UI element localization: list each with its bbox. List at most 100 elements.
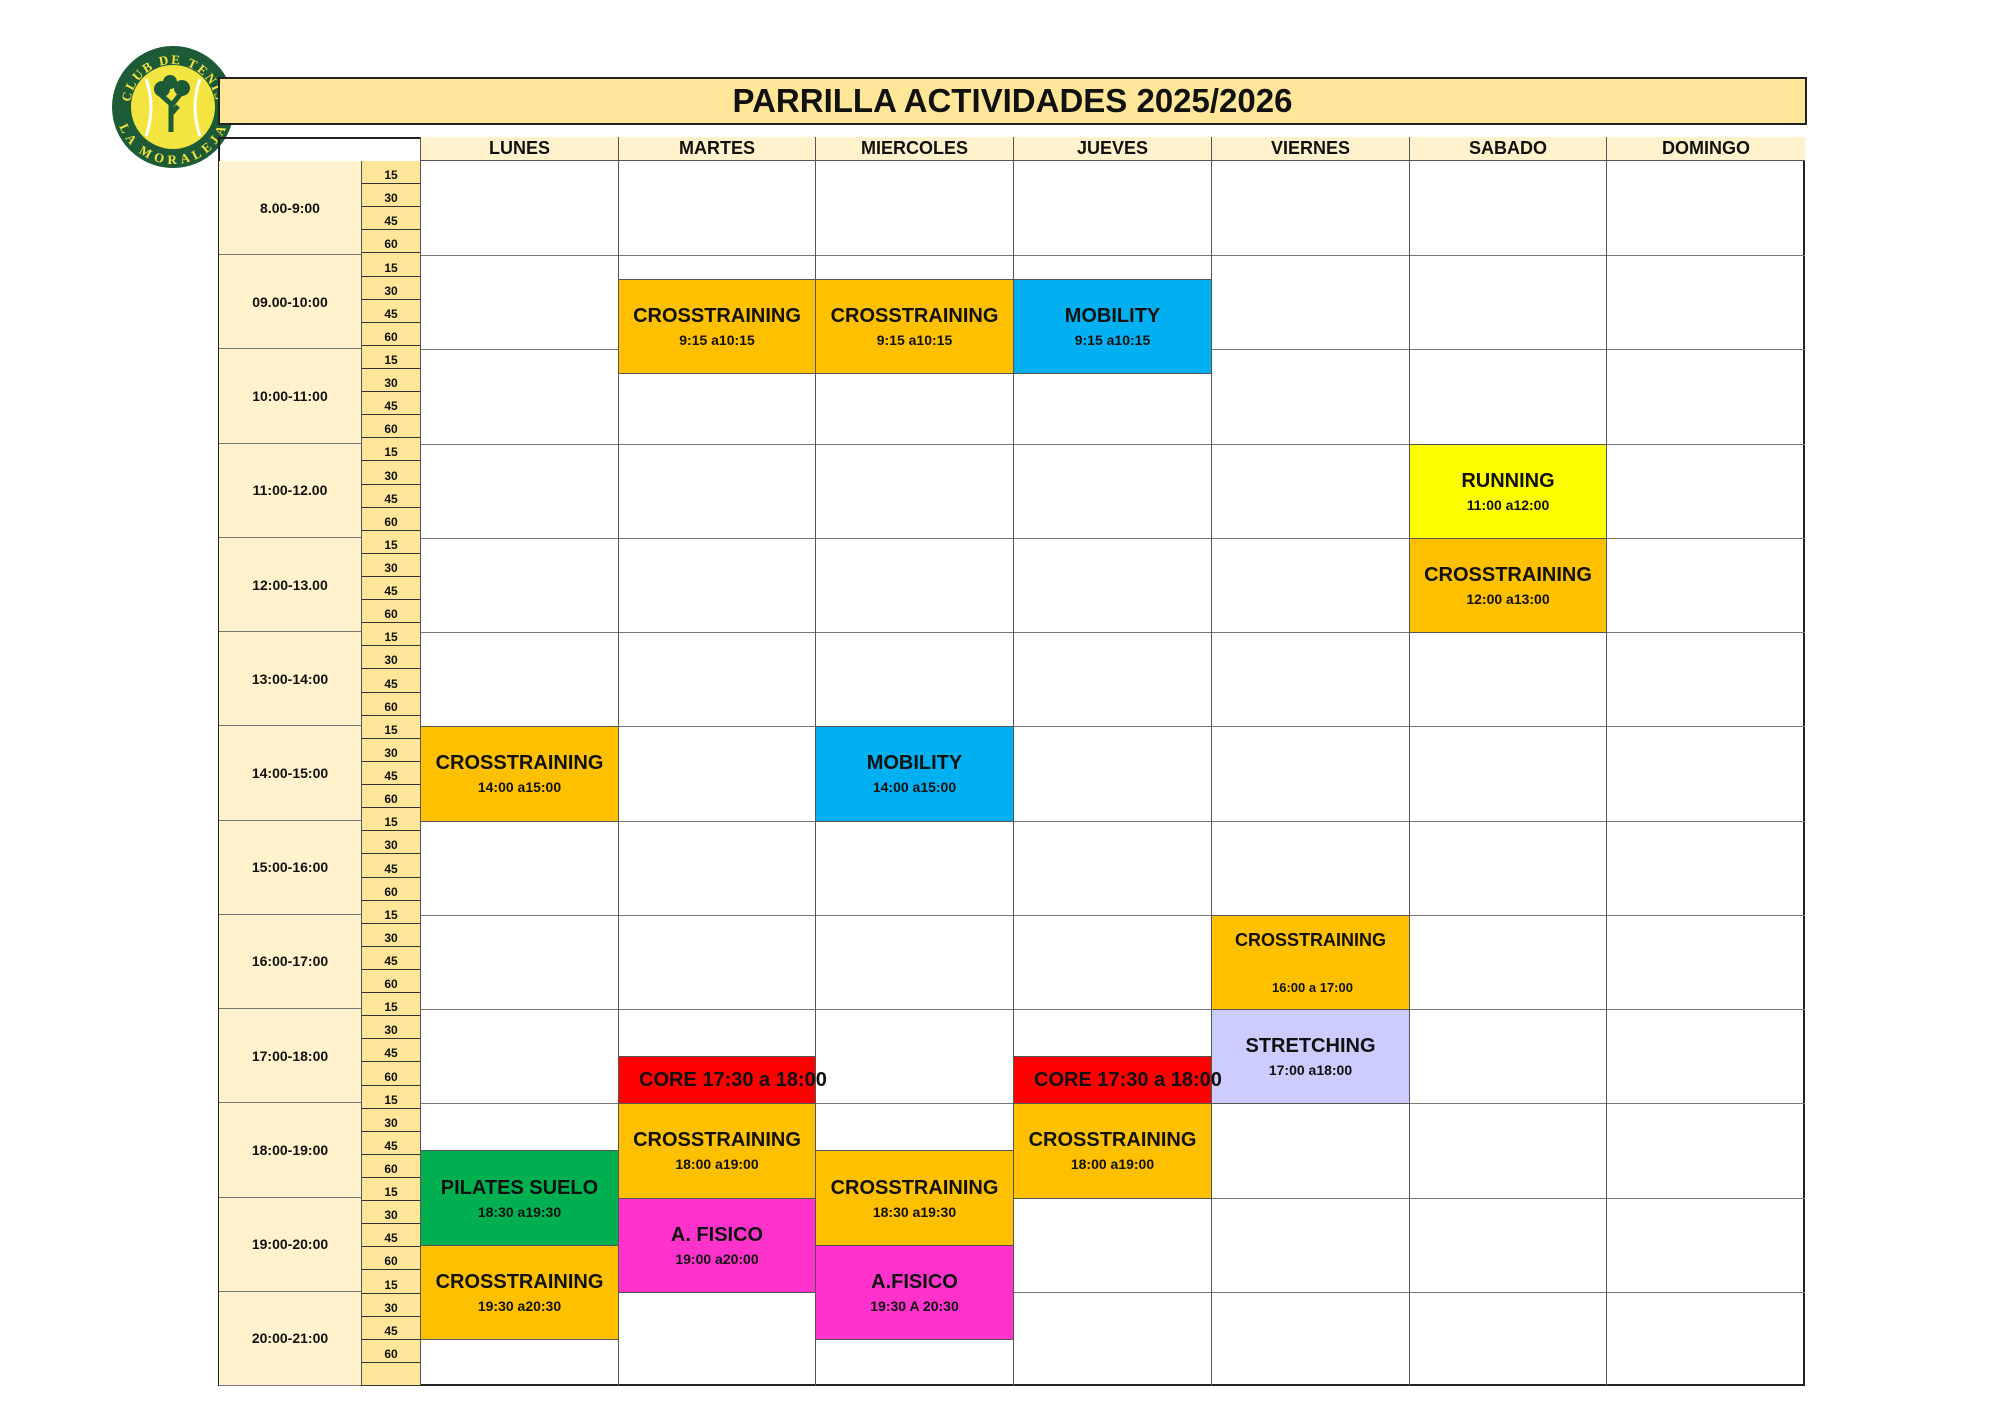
column-gridline	[1211, 137, 1212, 1386]
minute-label: 30	[361, 1108, 420, 1132]
minute-label: 60	[361, 692, 420, 716]
activity-block[interactable]: STRETCHING 17:00 a18:00	[1211, 1009, 1410, 1105]
activity-block[interactable]: RUNNING 11:00 a12:00	[1409, 443, 1607, 539]
minute-label: 45	[361, 207, 420, 231]
minute-label: 45	[361, 761, 420, 786]
activity-title: PILATES SUELO	[440, 1176, 599, 1199]
activity-title: STRETCHING	[1245, 1035, 1376, 1058]
activity-block[interactable]: CROSSTRAINING 14:00 a15:00	[420, 726, 619, 822]
activity-block[interactable]: MOBILITY 9:15 a10:15	[1013, 278, 1212, 374]
time-slot-label: 20:00-21:00	[219, 1291, 361, 1386]
minute-label: 30	[361, 276, 420, 300]
hour-gridline	[420, 632, 1805, 634]
time-slot-label: 10:00-11:00	[219, 349, 361, 444]
activity-title: CROSSTRAINING	[830, 1176, 999, 1199]
activity-time: 18:30 a19:30	[477, 1203, 562, 1220]
activity-time: 19:30 A 20:30	[870, 1297, 959, 1314]
activity-block[interactable]: CORE 17:30 a 18:00	[618, 1056, 827, 1105]
hour-gridline	[420, 914, 1805, 916]
minute-label: 30	[361, 1201, 420, 1225]
minute-label: 30	[361, 831, 420, 855]
minute-label: 15	[361, 1270, 420, 1294]
minute-label: 45	[361, 392, 420, 416]
minute-label: 30	[361, 923, 420, 947]
minute-label: 45	[361, 1316, 420, 1340]
minute-label: 60	[361, 230, 420, 254]
minute-label: 15	[361, 623, 420, 647]
minute-label: 30	[361, 553, 420, 578]
hour-gridline	[420, 255, 1805, 257]
activity-time: 9:15 a10:15	[1074, 331, 1151, 348]
activity-time: 17:00 a18:00	[1268, 1062, 1353, 1079]
minute-label: 45	[361, 1131, 420, 1155]
activity-title: CROSSTRAINING	[633, 304, 801, 327]
minute-label: 45	[361, 669, 420, 693]
minute-label: 15	[361, 715, 420, 739]
activity-time: 9:15 a10:15	[679, 331, 755, 348]
day-header: MARTES	[618, 137, 815, 161]
activity-title: CORE 17:30 a 18:00	[639, 1068, 827, 1091]
minute-label: 15	[361, 530, 420, 554]
day-header: JUEVES	[1013, 137, 1211, 161]
activity-title: A. FISICO	[670, 1223, 764, 1246]
minute-label: 60	[361, 1339, 420, 1363]
time-slot-label: 18:00-19:00	[219, 1103, 361, 1198]
time-slot-label: 17:00-18:00	[219, 1009, 361, 1104]
minute-label: 60	[361, 969, 420, 994]
minute-label: 15	[361, 808, 420, 832]
minute-label: 60	[361, 785, 420, 809]
day-header: LUNES	[420, 137, 618, 161]
activity-block[interactable]: PILATES SUELO 18:30 a19:30	[420, 1150, 619, 1246]
time-slot-label: 12:00-13.00	[219, 537, 361, 633]
activity-block[interactable]: A.FISICO 19:30 A 20:30	[815, 1244, 1014, 1340]
activity-title: CROSSTRAINING	[435, 1270, 604, 1293]
minute-label: 30	[361, 184, 420, 208]
minute-label: 30	[361, 646, 420, 670]
activity-title: CROSSTRAINING	[1028, 1129, 1197, 1152]
activity-time: 14:00 a15:00	[477, 779, 562, 796]
time-slot-label: 14:00-15:00	[219, 726, 361, 821]
activity-title: CROSSTRAINING	[1424, 564, 1592, 587]
activity-block[interactable]: CROSSTRAINING 18:00 a19:00	[1013, 1103, 1212, 1199]
activity-title: CROSSTRAINING	[435, 752, 604, 775]
hour-gridline	[420, 1291, 1805, 1293]
activity-block[interactable]: CROSSTRAINING 19:30 a20:30	[420, 1244, 619, 1340]
time-slot-label: 09.00-10:00	[219, 255, 361, 350]
activity-title: CROSSTRAINING	[830, 304, 999, 327]
minute-label: 45	[361, 484, 420, 508]
activity-block[interactable]: CROSSTRAINING 18:30 a19:30	[815, 1150, 1014, 1246]
minute-label: 15	[361, 900, 420, 924]
minute-label: 45	[361, 577, 420, 601]
minute-label: 45	[361, 1224, 420, 1248]
activity-title: RUNNING	[1461, 469, 1555, 492]
minute-label	[361, 1362, 420, 1386]
club-logo: CLUB DE TENIS LA MORALEJA	[112, 46, 234, 168]
time-slot-label: 13:00-14:00	[219, 632, 361, 727]
minute-label: 60	[361, 1154, 420, 1178]
minute-label: 60	[361, 877, 420, 901]
activity-block[interactable]: CORE 17:30 a 18:00	[1013, 1056, 1222, 1105]
column-gridline	[1409, 137, 1410, 1386]
activity-block[interactable]: CROSSTRAINING 18:00 a19:00	[618, 1103, 816, 1199]
minute-label: 60	[361, 415, 420, 439]
activity-time: 18:00 a19:00	[1070, 1156, 1155, 1173]
minute-label: 15	[361, 1085, 420, 1109]
activity-time: 16:00 a 17:00	[1272, 979, 1353, 995]
minute-label: 15	[361, 161, 420, 185]
minute-label: 60	[361, 507, 420, 531]
activity-title: MOBILITY	[1064, 304, 1161, 327]
minute-label: 30	[361, 1016, 420, 1040]
activity-block[interactable]: CROSSTRAINING 9:15 a10:15	[618, 278, 816, 374]
activity-time: 9:15 a10:15	[876, 331, 953, 348]
hour-gridline	[420, 1009, 1805, 1011]
activity-block[interactable]: CROSSTRAINING 12:00 a13:00	[1409, 537, 1607, 634]
minute-label: 15	[361, 438, 420, 462]
activity-title: MOBILITY	[866, 752, 963, 775]
activity-block[interactable]: CROSSTRAINING 9:15 a10:15	[815, 278, 1014, 374]
activity-title: CROSSTRAINING	[633, 1129, 801, 1152]
activity-block[interactable]: CROSSTRAINING 16:00 a 17:00	[1211, 914, 1410, 1011]
minute-label: 60	[361, 600, 420, 624]
activity-block[interactable]: MOBILITY 14:00 a15:00	[815, 726, 1014, 822]
activity-block[interactable]: A. FISICO 19:00 a20:00	[618, 1197, 816, 1293]
